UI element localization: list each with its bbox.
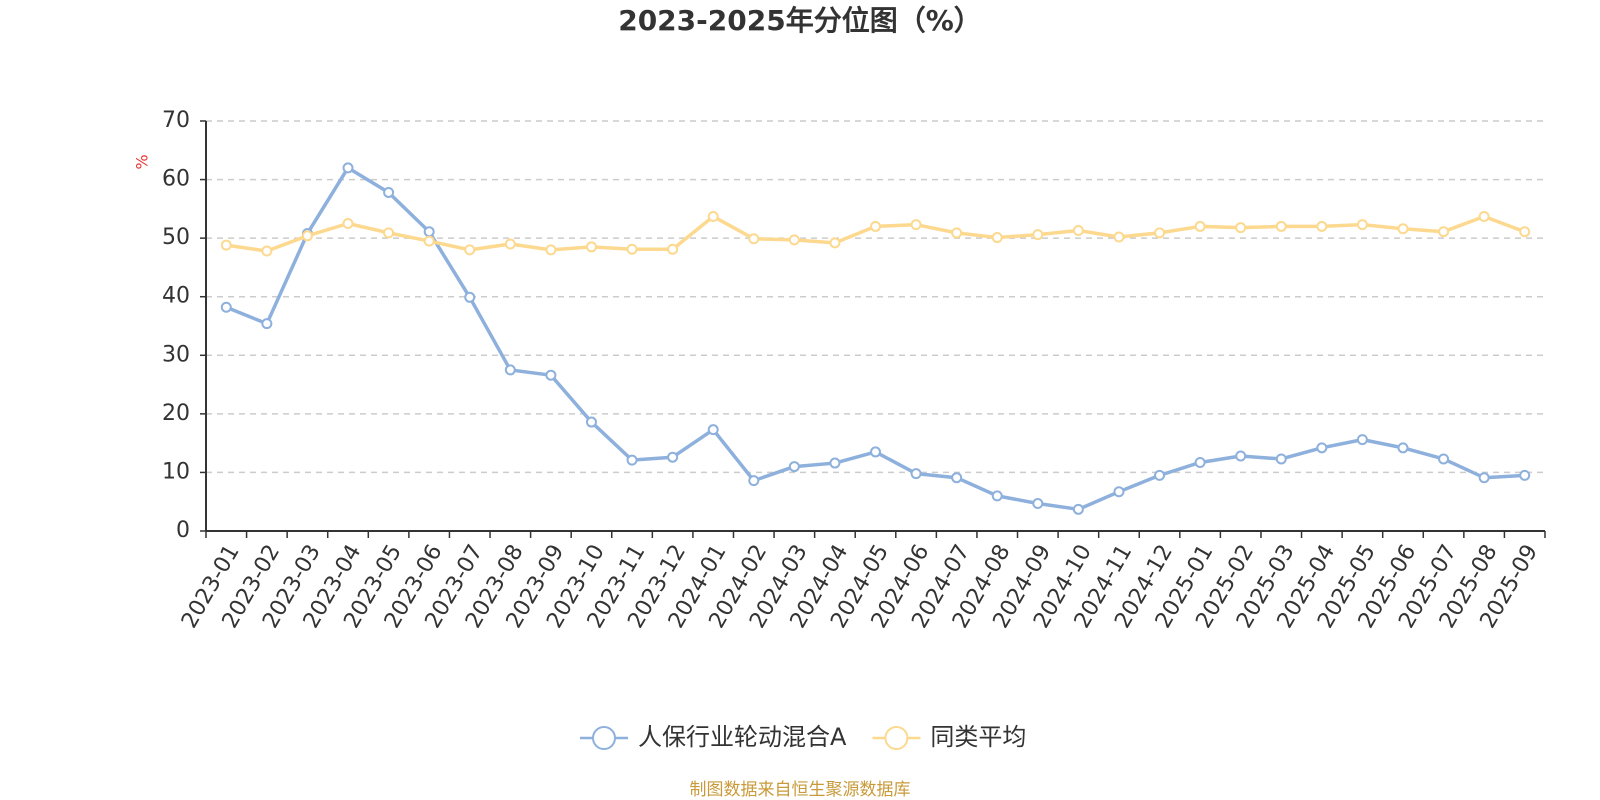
data-point <box>504 238 516 250</box>
data-point <box>1438 226 1450 238</box>
data-point <box>829 457 841 469</box>
data-point <box>1519 469 1531 481</box>
y-axis-label: % <box>133 154 152 169</box>
data-point <box>667 451 679 463</box>
data-point <box>1275 453 1287 465</box>
data-point <box>504 364 516 376</box>
legend-label: 同类平均 <box>930 723 1026 751</box>
series-line <box>225 166 1525 512</box>
legend-label: 人保行业轮动混合A <box>638 723 847 751</box>
data-point <box>585 241 597 253</box>
data-point <box>870 446 881 458</box>
data-point <box>667 243 679 255</box>
data-point <box>1113 486 1125 498</box>
data-point <box>748 233 760 245</box>
data-point <box>545 369 557 381</box>
data-point <box>1356 219 1368 231</box>
y-tick-label: 30 <box>162 342 190 367</box>
data-point <box>1356 434 1368 446</box>
data-point <box>626 243 638 255</box>
y-tick-label: 70 <box>162 108 190 133</box>
data-point <box>748 475 760 487</box>
data-point <box>1113 231 1125 243</box>
y-tick-label: 60 <box>162 167 190 192</box>
data-point <box>261 318 273 330</box>
data-point <box>464 244 476 256</box>
data-point <box>383 227 395 239</box>
data-point <box>1154 227 1166 239</box>
data-point <box>626 454 638 466</box>
data-point <box>910 219 922 231</box>
data-point <box>707 210 719 222</box>
data-point <box>585 416 597 428</box>
data-point <box>383 186 395 198</box>
data-point <box>545 244 557 256</box>
data-point <box>1072 503 1084 515</box>
data-point <box>1194 456 1206 468</box>
data-point <box>220 239 232 251</box>
legend-marker <box>884 726 909 750</box>
data-point <box>707 424 719 436</box>
data-point <box>1397 442 1409 454</box>
data-point <box>301 230 313 242</box>
data-point <box>1235 450 1247 462</box>
data-point <box>910 468 922 480</box>
data-point <box>991 232 1003 244</box>
data-point <box>342 162 354 174</box>
data-point <box>829 237 841 249</box>
source-note: 制图数据来自恒生聚源数据库 <box>690 780 911 800</box>
data-point <box>423 235 435 247</box>
data-point <box>1478 472 1490 484</box>
data-point <box>1397 223 1409 235</box>
data-point <box>951 472 963 484</box>
data-point <box>1478 210 1490 222</box>
data-point <box>951 227 963 239</box>
data-point <box>1032 497 1044 509</box>
data-point <box>464 291 476 303</box>
data-point <box>220 301 232 313</box>
data-point <box>1275 220 1287 232</box>
data-point <box>423 226 435 238</box>
chart-title: 2023-2025年分位图（%） <box>618 4 982 37</box>
data-point <box>1235 222 1247 234</box>
data-point <box>1519 226 1531 238</box>
data-point <box>1154 469 1166 481</box>
data-point <box>261 245 273 257</box>
data-point <box>1032 229 1044 241</box>
legend-marker <box>592 726 616 750</box>
data-point <box>991 490 1003 502</box>
y-tick-label: 50 <box>162 225 190 250</box>
data-point <box>1072 225 1084 237</box>
data-point <box>1194 220 1206 232</box>
data-point <box>788 234 800 246</box>
y-tick-label: 0 <box>176 518 190 543</box>
data-point <box>870 220 881 232</box>
y-tick-label: 40 <box>162 284 190 309</box>
data-point <box>788 461 800 473</box>
y-tick-label: 20 <box>162 401 190 426</box>
data-point <box>1438 453 1450 465</box>
y-tick-label: 10 <box>162 459 190 484</box>
data-point <box>1316 442 1328 454</box>
data-point <box>1316 220 1328 232</box>
data-point <box>342 218 354 229</box>
